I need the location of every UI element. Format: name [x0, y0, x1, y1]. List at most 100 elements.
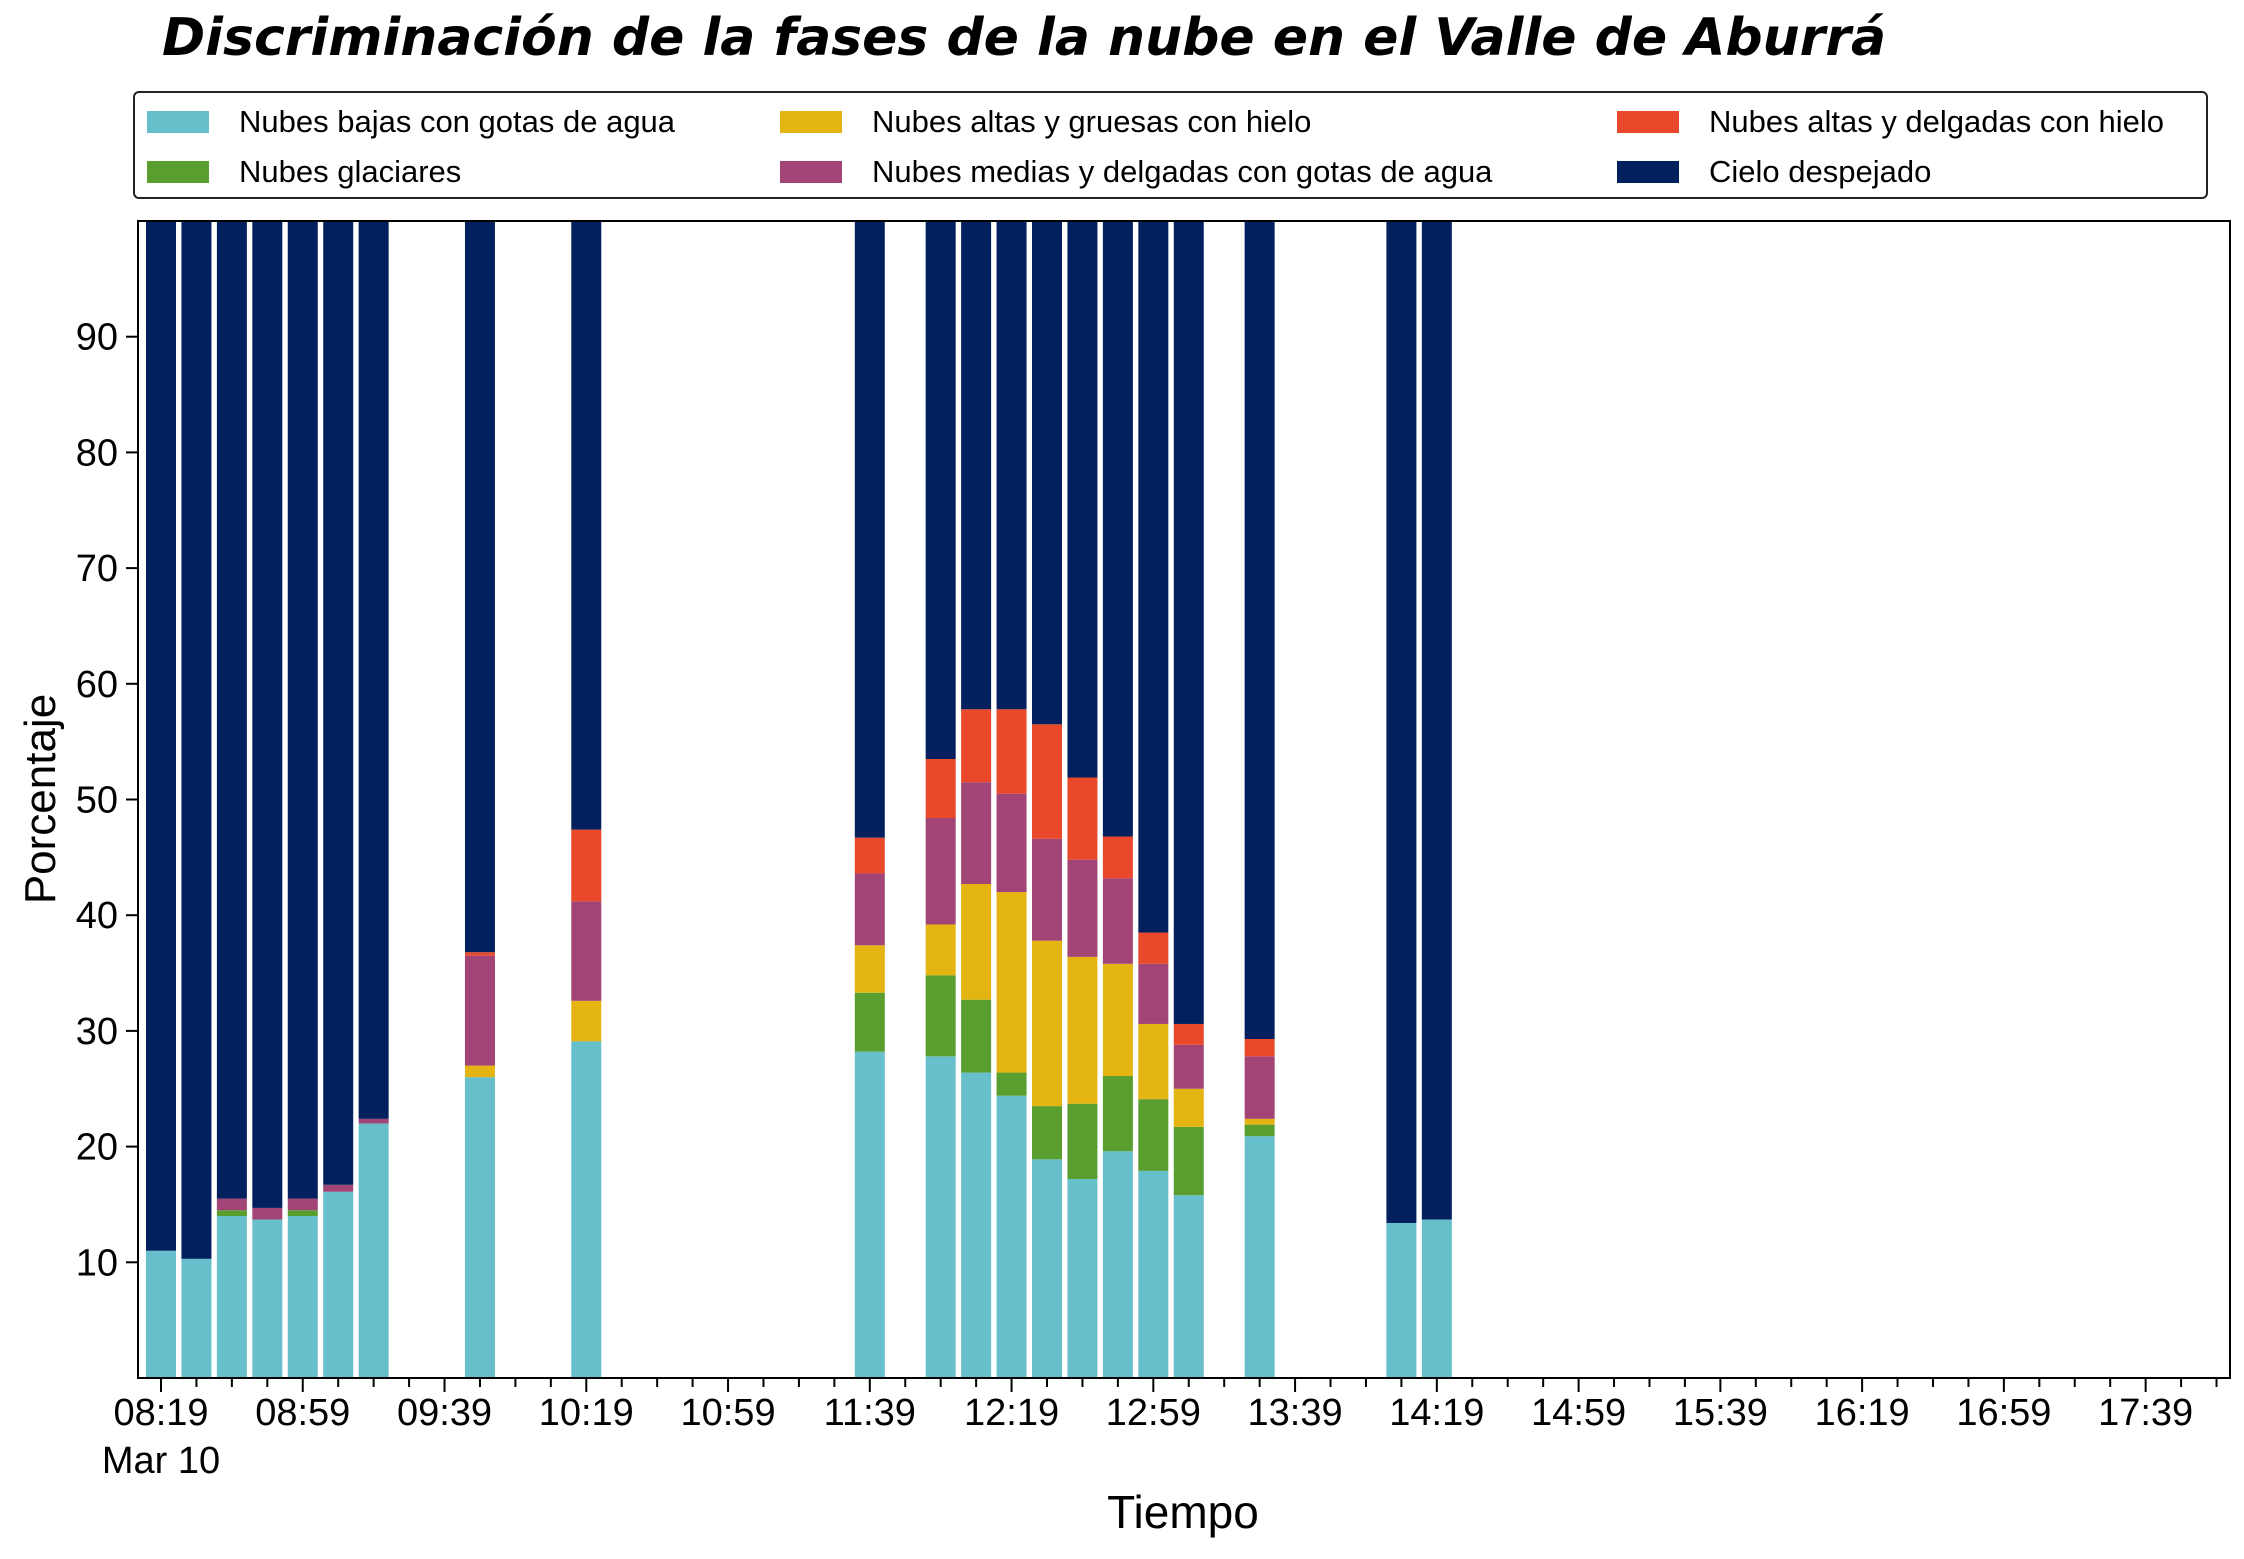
- legend-label: Nubes altas y delgadas con hielo: [1709, 104, 2164, 139]
- bar-segment-1219-s5: [996, 221, 1027, 710]
- bar-segment-1139-s0: [854, 1051, 885, 1378]
- bar-segment-1249-s1: [1102, 1076, 1133, 1152]
- y-tick-label: 40: [76, 895, 118, 937]
- chart-title: Discriminación de la fases de la nube en…: [162, 8, 1887, 68]
- bar-segment-0919-s0: [358, 1123, 389, 1378]
- y-tick-label: 10: [76, 1242, 118, 1284]
- x-tick-label: 16:59: [1956, 1392, 2051, 1434]
- bar-segment-1229-s4: [1032, 724, 1062, 839]
- bar-segment-1219-s4: [996, 709, 1027, 794]
- bar-segment-1219-s2: [996, 892, 1027, 1073]
- bar-segment-0839-s1: [216, 1210, 247, 1217]
- bar-segment-1249-s2: [1102, 963, 1133, 1077]
- bar-segment-1139-s1: [854, 992, 885, 1052]
- x-tick-label: 08:19: [113, 1392, 208, 1434]
- bar-segment-0949-s4: [464, 952, 495, 956]
- legend-item: Nubes glaciares: [147, 150, 461, 194]
- x-tick-label: 14:59: [1531, 1392, 1626, 1434]
- bar-segment-1239-s0: [1067, 1178, 1098, 1378]
- legend: Nubes bajas con gotas de agua Nubes glaci…: [133, 91, 2208, 199]
- bar-segment-0839-s5: [216, 221, 247, 1199]
- bar-segment-0859-s1: [287, 1210, 318, 1217]
- bar-segment-1249-s0: [1102, 1151, 1133, 1378]
- bar-segment-1259-s3: [1138, 963, 1169, 1024]
- bar-segment-0919-s5: [358, 221, 389, 1119]
- bar-segment-1159-s3: [925, 818, 956, 925]
- x-tick-label: 17:39: [2098, 1392, 2193, 1434]
- bar-segment-1309-s4: [1173, 1023, 1204, 1045]
- bar-segment-1229-s5: [1032, 221, 1062, 725]
- bar-segment-0909-s0: [323, 1191, 354, 1378]
- y-tick-label: 60: [76, 664, 118, 706]
- legend-swatch: [147, 111, 209, 133]
- x-tick-label: 10:59: [680, 1392, 775, 1434]
- bar-segment-0839-s0: [216, 1216, 247, 1378]
- legend-item: Nubes altas y delgadas con hielo: [1617, 100, 2164, 144]
- bar-segment-0949-s2: [464, 1065, 495, 1078]
- bar-segment-1229-s2: [1032, 940, 1062, 1107]
- bar-segment-1209-s3: [961, 782, 992, 884]
- bar-segment-1139-s5: [854, 221, 885, 838]
- bar-segment-1239-s3: [1067, 859, 1098, 957]
- bar-segment-1329-s1: [1244, 1124, 1275, 1137]
- legend-item: Nubes bajas con gotas de agua: [147, 100, 675, 144]
- y-tick-label: 30: [76, 1011, 118, 1053]
- legend-label: Nubes glaciares: [239, 154, 462, 189]
- bar-segment-1139-s3: [854, 873, 885, 946]
- bar-segment-0949-s0: [464, 1077, 495, 1378]
- y-axis-label: Porcentaje: [16, 694, 65, 904]
- legend-swatch: [1617, 161, 1679, 183]
- bar-segment-1159-s1: [925, 975, 956, 1057]
- x-tick-label: 11:39: [824, 1392, 916, 1434]
- x-tick-label: 14:19: [1389, 1392, 1484, 1434]
- y-tick-label: 80: [76, 432, 118, 474]
- bar-segment-1019-s2: [571, 1000, 602, 1042]
- bar-segment-0819-s5: [146, 221, 176, 1251]
- y-tick-label: 90: [76, 317, 118, 359]
- x-tick-label: 12:59: [1106, 1392, 1201, 1434]
- bar-segment-1159-s0: [925, 1056, 956, 1378]
- bar-segment-1249-s3: [1102, 878, 1133, 964]
- bar-segment-1259-s2: [1138, 1023, 1169, 1100]
- bar-segment-0839-s3: [216, 1198, 247, 1211]
- bar-segment-1019-s3: [571, 901, 602, 1001]
- bar-segment-1239-s4: [1067, 777, 1098, 860]
- legend-item: Nubes medias y delgadas con gotas de agu…: [780, 150, 1492, 194]
- bar-segment-1209-s5: [961, 221, 992, 710]
- bar-segment-1239-s1: [1067, 1103, 1098, 1179]
- bar-segment-1409-s5: [1386, 221, 1417, 1223]
- bar-segment-1229-s0: [1032, 1159, 1062, 1378]
- bar-segment-1209-s4: [961, 709, 992, 783]
- bar-segment-0919-s3: [358, 1118, 389, 1124]
- bar-segment-1139-s2: [854, 945, 885, 993]
- bar-segment-1309-s1: [1173, 1126, 1204, 1196]
- bar-segment-1249-s5: [1102, 221, 1133, 837]
- bar-segment-1309-s0: [1173, 1195, 1204, 1378]
- bar-segment-0949-s3: [464, 955, 495, 1066]
- bar-segment-1309-s5: [1173, 221, 1204, 1024]
- bar-segment-0829-s0: [181, 1258, 212, 1378]
- bar-segment-0949-s5: [464, 221, 495, 953]
- bar-segment-1229-s3: [1032, 838, 1062, 941]
- x-tick-label: 12:19: [964, 1392, 1059, 1434]
- bar-segment-1159-s4: [925, 759, 956, 819]
- legend-label: Nubes medias y delgadas con gotas de agu…: [872, 154, 1493, 189]
- x-tick-label: 08:59: [255, 1392, 350, 1434]
- bar-segment-1219-s1: [996, 1072, 1027, 1096]
- x-axis: 08:19 08:59 09:39 10:19 10:59 11:39 12:19 12:59…: [113, 1378, 2218, 1434]
- bar-segment-0819-s0: [146, 1250, 176, 1378]
- bar-segment-1219-s0: [996, 1095, 1027, 1378]
- x-tick-label: 13:39: [1248, 1392, 1343, 1434]
- x-date-label: Mar 10: [102, 1440, 220, 1482]
- x-tick-label: 15:39: [1673, 1392, 1768, 1434]
- legend-item: Nubes altas y gruesas con hielo: [780, 100, 1311, 144]
- bar-segment-1209-s2: [961, 883, 992, 1000]
- legend-swatch: [780, 161, 842, 183]
- bar-segment-1019-s0: [571, 1041, 602, 1378]
- bar-segment-1139-s4: [854, 837, 885, 874]
- bar-segment-0849-s5: [252, 221, 283, 1208]
- bar-segment-0859-s0: [287, 1216, 318, 1378]
- bar-segment-1329-s4: [1244, 1038, 1275, 1057]
- x-tick-label: 10:19: [539, 1392, 634, 1434]
